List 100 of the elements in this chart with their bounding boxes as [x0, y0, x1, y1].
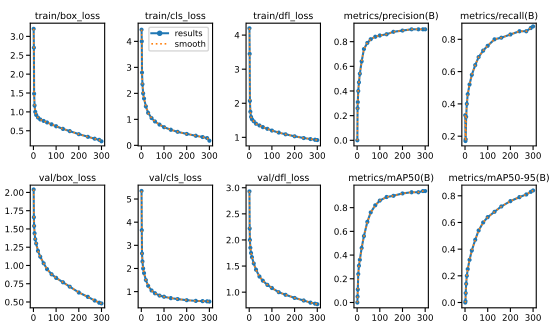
x-tick-label: 100	[264, 152, 280, 159]
point	[530, 24, 536, 28]
y-tick-label: 0.8	[442, 36, 455, 43]
y-tick-label: 0.2	[334, 276, 347, 282]
x-tick-label: 300	[525, 314, 541, 321]
x-tick-label: 100	[480, 314, 496, 321]
y-tick-label: 2	[234, 100, 239, 107]
y-tick-label: 1	[127, 288, 132, 295]
y-tick-label: 4	[234, 32, 240, 38]
y-tick-label: 1.25	[5, 244, 24, 251]
x-tick-label: 300	[202, 314, 218, 321]
y-tick-label: 0.8	[442, 192, 455, 200]
y-tick-label: 1.5	[226, 263, 240, 270]
x-tick-label: 200	[502, 314, 518, 321]
y-tick-label: 1.0	[226, 288, 240, 296]
x-tick-label: 200	[71, 314, 87, 321]
chart-title: train/dfl_loss	[253, 12, 313, 22]
y-tick-label: 1	[127, 116, 132, 123]
y-tick-label: 0.4	[442, 100, 456, 108]
y-tick-label: 3.0	[10, 33, 24, 40]
y-tick-label: 4	[126, 219, 132, 226]
y-tick-label: 0.5	[10, 128, 24, 134]
x-tick-label: 200	[502, 152, 518, 159]
x-tick-label: 100	[480, 152, 496, 159]
x-tick-label: 100	[156, 152, 172, 159]
chart-title: val/dfl_loss	[257, 174, 309, 184]
y-tick-label: 1.00	[5, 262, 24, 269]
y-tick-label: 2.00	[5, 189, 24, 196]
legend-label: results	[175, 30, 202, 36]
x-tick-label: 300	[94, 314, 110, 321]
legend-label: smooth	[175, 40, 206, 47]
point	[207, 138, 212, 143]
y-tick-label: 0.50	[5, 298, 24, 306]
y-tick-label: 0.6	[334, 228, 348, 235]
x-tick-label: 300	[417, 152, 433, 159]
x-tick-label: 200	[286, 314, 302, 321]
chart-title: val/box_loss	[39, 174, 96, 184]
x-tick-label: 300	[525, 152, 541, 159]
y-tick-label: 0.2	[334, 112, 347, 120]
y-tick-label: 0.6	[442, 219, 456, 226]
y-tick-label: 0.8	[334, 204, 348, 212]
x-tick-label: 200	[71, 152, 87, 159]
x-tick-label: 300	[310, 152, 326, 159]
y-tick-label: 1.0	[11, 108, 24, 116]
chart-title: val/cls_loss	[149, 174, 202, 184]
x-tick-label: 0	[354, 314, 360, 321]
y-tick-label: 0.2	[442, 133, 455, 140]
x-tick-label: 0	[354, 152, 360, 159]
x-tick-label: 300	[94, 152, 110, 159]
y-tick-label: 0	[126, 142, 132, 149]
x-tick-label: 0	[247, 314, 252, 321]
y-tick-label: 3	[234, 66, 240, 73]
y-tick-label: 2	[126, 90, 132, 97]
x-tick-label: 200	[394, 314, 410, 321]
x-tick-label: 200	[286, 152, 302, 159]
x-tick-label: 300	[202, 152, 218, 159]
x-tick-label: 300	[310, 314, 326, 321]
y-tick-label: 3.0	[226, 184, 240, 192]
y-tick-label: 0.8	[334, 38, 348, 46]
x-tick-label: 0	[139, 152, 144, 159]
x-tick-label: 200	[178, 314, 194, 321]
y-tick-label: 2.5	[226, 210, 240, 218]
y-tick-label: 3	[126, 64, 132, 71]
x-tick-label: 100	[372, 152, 388, 159]
x-tick-label: 100	[48, 152, 64, 159]
chart-title: train/box_loss	[35, 12, 100, 22]
y-tick-label: 0.0	[442, 299, 456, 306]
x-tick-label: 200	[394, 152, 410, 159]
point	[99, 139, 104, 144]
x-tick-label: 100	[48, 314, 64, 321]
y-tick-label: 0.0	[334, 299, 348, 306]
x-tick-label: 0	[462, 152, 468, 159]
chart-title: train/cls_loss	[145, 12, 206, 22]
y-tick-label: 0.4	[442, 246, 456, 253]
y-tick-label: 5	[127, 196, 132, 202]
y-tick-label: 2.5	[10, 52, 24, 59]
x-tick-label: 100	[156, 314, 172, 321]
x-tick-label: 0	[462, 314, 468, 321]
y-tick-label: 0.6	[334, 63, 348, 70]
y-tick-label: 3	[126, 242, 132, 249]
y-tick-label: 1	[235, 134, 239, 141]
chart-title: metrics/mAP50-95(B)	[449, 174, 549, 182]
y-tick-label: 0.4	[334, 252, 348, 259]
x-tick-label: 0	[31, 152, 36, 159]
y-tick-label: 2	[126, 265, 132, 272]
y-tick-label: 0.2	[442, 272, 455, 280]
y-tick-label: 1.50	[5, 226, 24, 232]
y-tick-label: 0.6	[442, 68, 456, 76]
x-tick-label: 0	[139, 314, 144, 321]
x-tick-label: 100	[372, 314, 388, 321]
y-tick-label: 1.5	[11, 90, 24, 96]
y-tick-label: 0.0	[334, 137, 348, 144]
x-tick-label: 300	[417, 314, 433, 321]
chart-title: metrics/recall(B)	[460, 12, 538, 20]
y-tick-label: 0.75	[5, 280, 24, 288]
y-tick-label: 0.4	[334, 88, 348, 94]
x-tick-label: 200	[178, 152, 194, 159]
x-tick-label: 100	[264, 314, 280, 321]
y-tick-label: 1.75	[5, 208, 24, 214]
y-tick-label: 2.0	[10, 70, 24, 78]
